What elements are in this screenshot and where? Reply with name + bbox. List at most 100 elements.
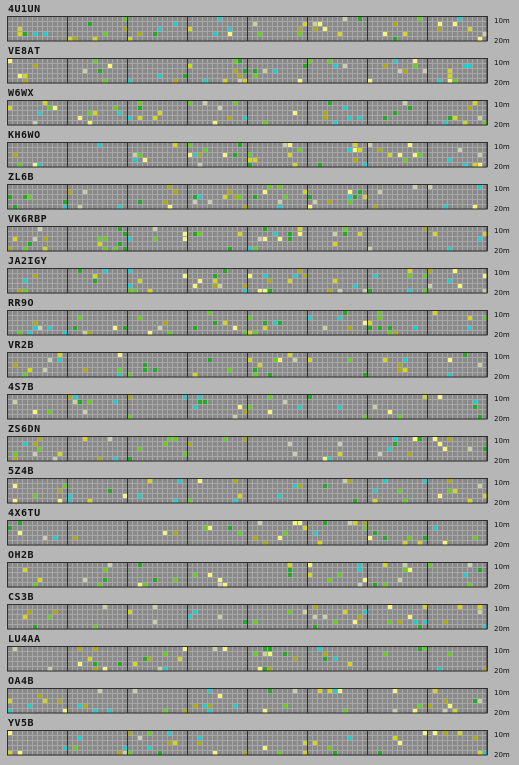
signal-cell: [342, 226, 347, 231]
signal-cell: [262, 68, 267, 73]
signal-cell: [482, 446, 487, 451]
signal-cell: [102, 567, 107, 572]
signal-cell: [7, 730, 12, 735]
signal-cell: [117, 372, 122, 377]
signal-cell: [422, 226, 427, 231]
signal-cell: [252, 372, 257, 377]
signal-cell: [92, 58, 97, 63]
band-label-20m: 20m: [494, 415, 510, 423]
signal-cell: [407, 268, 412, 273]
signal-cell: [127, 283, 132, 288]
signal-cell: [57, 488, 62, 493]
signal-cell: [432, 525, 437, 530]
signal-cell: [232, 478, 237, 483]
signal-cell: [267, 409, 272, 414]
signal-cell: [187, 498, 192, 503]
signal-cell: [407, 273, 412, 278]
signal-cell: [212, 646, 217, 651]
beacon-row: VR2B 10m 20m: [0, 340, 519, 382]
signal-cell: [182, 646, 187, 651]
band-label-20m: 20m: [494, 163, 510, 171]
beacon-callsign: 4X6TU: [8, 508, 41, 519]
signal-cell: [367, 288, 372, 293]
signal-cell: [237, 142, 242, 147]
signal-cell: [22, 73, 27, 78]
signal-cell: [262, 651, 267, 656]
signal-cell: [322, 651, 327, 656]
signal-cell: [332, 656, 337, 661]
signal-cell: [327, 100, 332, 105]
signal-cell: [317, 646, 322, 651]
signal-cell: [332, 63, 337, 68]
signal-cell: [247, 246, 252, 251]
band-label-10m: 10m: [494, 185, 510, 193]
signal-cell: [57, 357, 62, 362]
signal-cell: [482, 750, 487, 755]
signal-cell: [207, 199, 212, 204]
signal-cell: [247, 162, 252, 167]
signal-cell: [412, 325, 417, 330]
beacon-callsign: VE8AT: [8, 46, 41, 57]
signal-cell: [72, 535, 77, 540]
beacon-callsign: YV5B: [8, 718, 35, 729]
signal-cell: [212, 31, 217, 36]
signal-cell: [247, 315, 252, 320]
signal-cell: [12, 456, 17, 461]
signal-cell: [342, 231, 347, 236]
signal-cell: [102, 604, 107, 609]
signal-cell: [32, 441, 37, 446]
signal-cell: [282, 703, 287, 708]
signal-cell: [387, 446, 392, 451]
signal-cell: [152, 604, 157, 609]
beacon-row: ZS6DN 10m 20m: [0, 424, 519, 466]
signal-cell: [402, 367, 407, 372]
signal-cell: [252, 619, 257, 624]
signal-cell: [232, 100, 237, 105]
signal-cell: [242, 750, 247, 755]
signal-cell: [452, 708, 457, 713]
signal-cell: [157, 325, 162, 330]
beacon-row: LU4AA 10m 20m: [0, 634, 519, 676]
signal-cell: [292, 520, 297, 525]
signal-cell: [32, 582, 37, 587]
signal-cell: [342, 609, 347, 614]
signal-cell: [317, 688, 322, 693]
signal-cell: [27, 330, 32, 335]
signal-cell: [422, 535, 427, 540]
signal-cell: [357, 189, 362, 194]
signal-cell: [302, 21, 307, 26]
propagation-grid: [7, 142, 488, 168]
signal-cell: [332, 619, 337, 624]
signal-cell: [267, 184, 272, 189]
signal-cell: [47, 666, 52, 671]
grid-border: [7, 562, 488, 588]
signal-cell: [322, 115, 327, 120]
signal-cell: [362, 609, 367, 614]
signal-cell: [267, 278, 272, 283]
signal-cell: [467, 446, 472, 451]
signal-cell: [127, 36, 132, 41]
signal-cell: [302, 525, 307, 530]
signal-cell: [307, 562, 312, 567]
signal-cell: [457, 16, 462, 21]
signal-cell: [212, 320, 217, 325]
beacon-callsign: ZL6B: [8, 172, 35, 183]
signal-cell: [27, 703, 32, 708]
signal-cell: [127, 236, 132, 241]
signal-cell: [392, 688, 397, 693]
signal-cell: [482, 288, 487, 293]
signal-cell: [127, 750, 132, 755]
signal-cell: [122, 493, 127, 498]
grid-border: [7, 436, 488, 462]
signal-cell: [312, 530, 317, 535]
band-label-20m: 20m: [494, 205, 510, 213]
signal-cell: [367, 142, 372, 147]
signal-cell: [187, 63, 192, 68]
signal-cell: [192, 703, 197, 708]
signal-cell: [7, 58, 12, 63]
signal-cell: [222, 194, 227, 199]
signal-cell: [462, 572, 467, 577]
signal-cell: [42, 246, 47, 251]
signal-cell: [232, 703, 237, 708]
signal-cell: [477, 750, 482, 755]
